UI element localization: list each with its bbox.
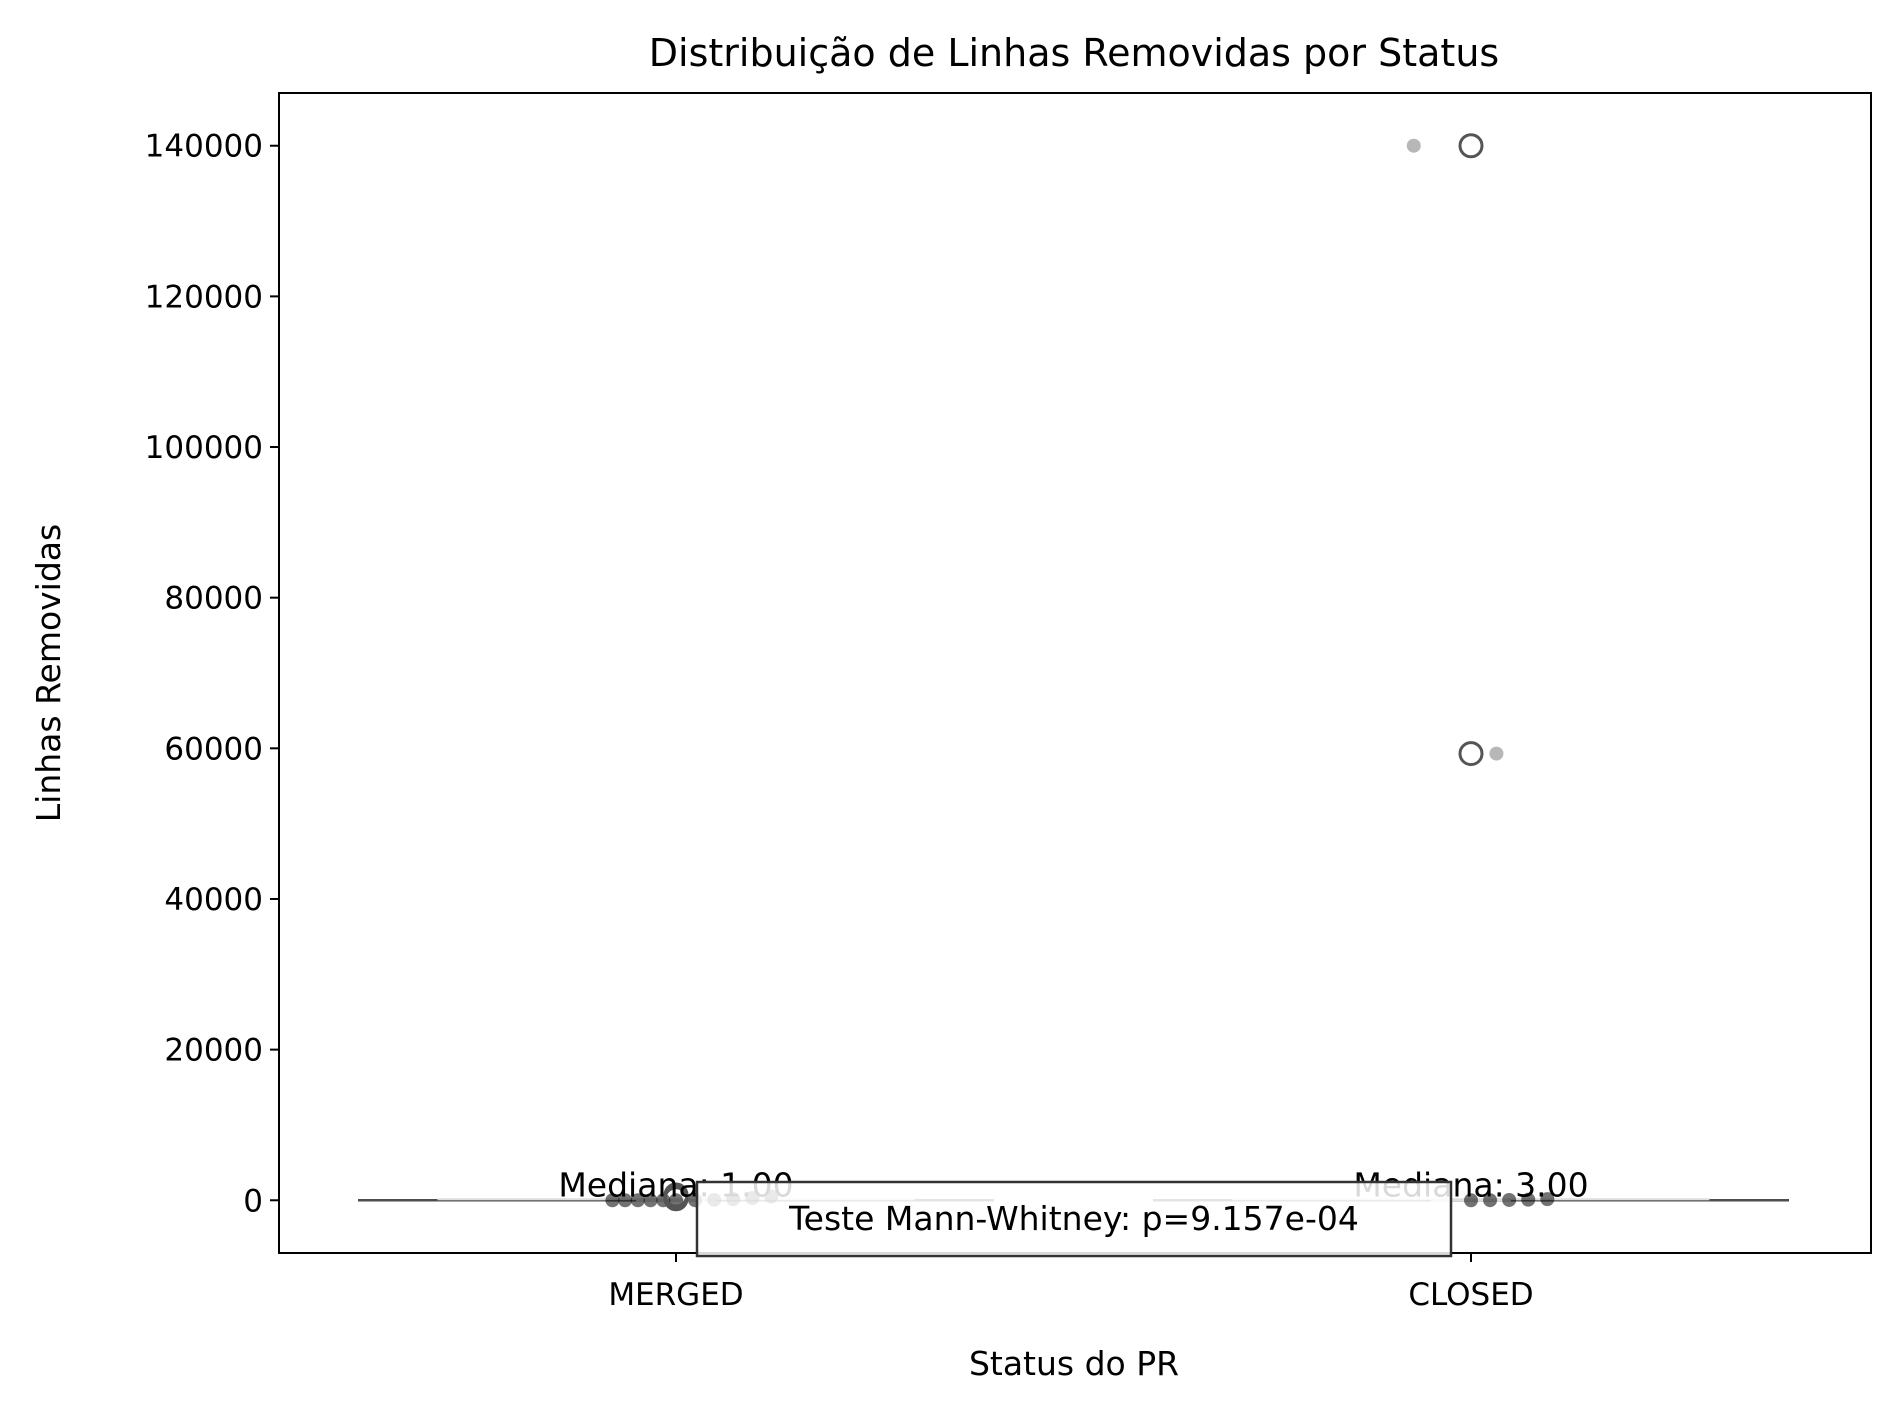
annotation-box: Teste Mann-Whitney: p=9.157e-04 — [695, 1180, 1453, 1258]
strip-point — [1521, 1192, 1536, 1207]
strip-point — [630, 1193, 645, 1208]
strip-point — [1406, 138, 1421, 153]
strip-point — [618, 1193, 633, 1208]
y-tick-label: 40000 — [164, 882, 263, 918]
y-tick-label: 120000 — [145, 279, 263, 315]
strip-point — [1540, 1192, 1555, 1207]
y-tick-label: 0 — [243, 1183, 263, 1219]
outlier-point — [1458, 741, 1484, 767]
strip-point — [643, 1193, 658, 1208]
y-tick-label: 100000 — [145, 430, 263, 466]
y-axis-title: Linhas Removidas — [29, 524, 68, 822]
x-axis-title: Status do PR — [969, 1344, 1179, 1383]
strip-point — [669, 1193, 683, 1208]
x-tick-label: CLOSED — [1408, 1277, 1533, 1313]
strip-point — [605, 1193, 620, 1208]
strip-point — [1483, 1193, 1498, 1208]
annotation-frame — [695, 1180, 1453, 1258]
x-tick-label: MERGED — [608, 1277, 743, 1313]
y-tick-label: 20000 — [164, 1033, 263, 1069]
chart-title: Distribuição de Linhas Removidas por Sta… — [649, 31, 1499, 75]
outlier-point — [663, 1182, 689, 1208]
plot-frame — [278, 92, 1872, 1254]
outlier-point — [1458, 133, 1484, 159]
annotation-text: Teste Mann-Whitney: p=9.157e-04 — [788, 1199, 1359, 1238]
strip-point — [1502, 1192, 1517, 1207]
strip-point — [1464, 1193, 1478, 1208]
y-tick-label: 60000 — [164, 731, 263, 767]
y-tick-label: 140000 — [145, 129, 263, 165]
y-tick-label: 80000 — [164, 581, 263, 617]
strip-point — [1489, 746, 1504, 761]
plot-area — [358, 133, 1789, 1212]
